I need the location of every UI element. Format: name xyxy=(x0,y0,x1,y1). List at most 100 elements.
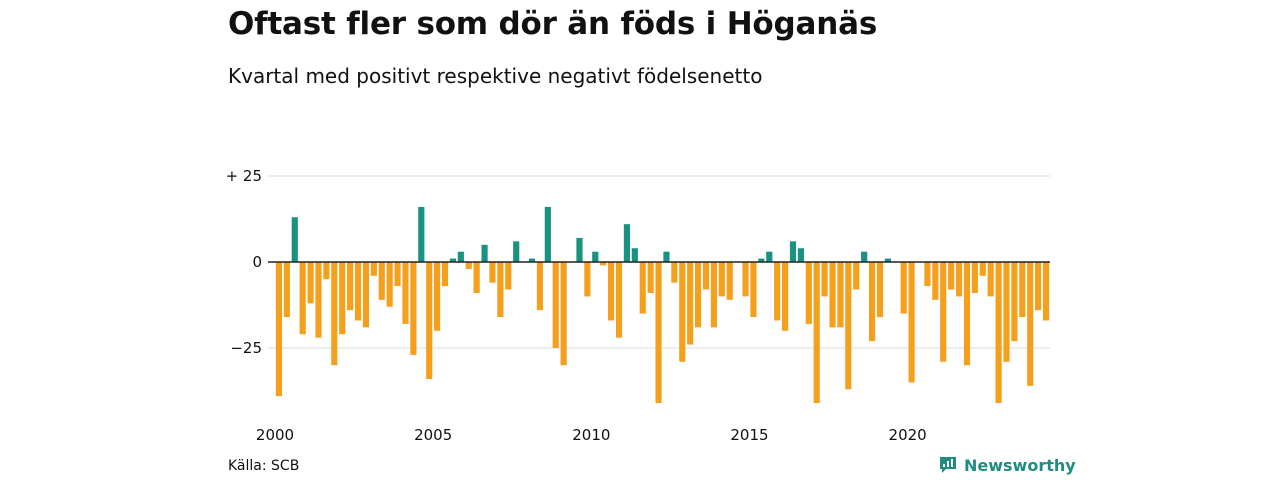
bar-2013Q1 xyxy=(687,262,694,345)
bar-2021Q3 xyxy=(955,262,963,297)
bar-2022Q1 xyxy=(971,262,978,293)
bar-2017Q1 xyxy=(813,262,820,404)
x-axis: 2000 2005 2010 2015 2020 xyxy=(256,426,927,444)
bar-2021Q1 xyxy=(940,262,947,362)
bar-2006Q2 xyxy=(473,262,480,293)
x-tick-label: 2010 xyxy=(572,426,610,444)
brand-name: Newsworthy xyxy=(964,455,1076,475)
bar-2020Q3 xyxy=(924,262,931,287)
bar-2018Q1 xyxy=(845,262,852,390)
bar-2016Q4 xyxy=(805,262,812,324)
bar-2011Q2 xyxy=(631,248,638,262)
y-tick-label: 0 xyxy=(252,253,262,271)
bar-2014Q4 xyxy=(742,262,749,297)
bar-2008Q4 xyxy=(552,262,559,348)
y-tick-label: + 25 xyxy=(226,167,262,185)
bar-2018Q4 xyxy=(868,262,876,342)
bar-2019Q1 xyxy=(876,262,884,318)
bar-2022Q2 xyxy=(979,262,986,276)
bar-2013Q3 xyxy=(702,262,710,290)
bar-2000Q4 xyxy=(299,262,306,335)
bar-2001Q3 xyxy=(323,262,330,280)
bars xyxy=(268,206,1050,404)
newsworthy-logo[interactable]: Newsworthy xyxy=(938,455,1076,475)
bar-2009Q1 xyxy=(560,262,567,366)
bar-2018Q2 xyxy=(853,262,860,290)
bar-2001Q4 xyxy=(331,262,338,366)
bar-2002Q1 xyxy=(339,262,346,335)
bar-2008Q2 xyxy=(536,262,544,311)
bar-2005Q3 xyxy=(449,258,457,262)
bar-2021Q4 xyxy=(963,262,971,366)
bar-2004Q3 xyxy=(418,206,425,262)
bar-2024Q2 xyxy=(1042,262,1050,321)
bar-2018Q3 xyxy=(861,251,868,262)
bar-2004Q1 xyxy=(402,262,409,324)
bar-2015Q2 xyxy=(758,258,765,262)
bar-2004Q4 xyxy=(426,262,433,379)
bar-2012Q3 xyxy=(671,262,678,283)
bar-2019Q4 xyxy=(900,262,907,314)
bar-2024Q1 xyxy=(1035,262,1042,311)
bar-2014Q1 xyxy=(718,262,725,297)
bar-2006Q4 xyxy=(489,262,496,283)
bar-2016Q3 xyxy=(797,248,804,262)
bar-2008Q1 xyxy=(528,258,536,262)
bar-2012Q1 xyxy=(655,262,662,404)
bar-2015Q1 xyxy=(750,262,757,318)
bar-2016Q1 xyxy=(781,262,789,331)
x-tick-label: 2000 xyxy=(256,426,294,444)
bar-2010Q3 xyxy=(608,262,615,321)
bar-2013Q2 xyxy=(695,262,702,328)
bar-2011Q4 xyxy=(647,262,654,293)
bar-2008Q3 xyxy=(544,206,551,262)
bar-2012Q2 xyxy=(663,251,670,262)
bar-2001Q2 xyxy=(315,262,322,338)
bar-2003Q4 xyxy=(394,262,401,287)
y-axis: + 25 0 −25 xyxy=(226,167,262,357)
source-note: Källa: SCB xyxy=(228,458,300,474)
bar-2022Q4 xyxy=(995,262,1002,404)
bar-2011Q1 xyxy=(623,224,630,262)
bar-2000Q3 xyxy=(291,217,298,262)
bar-2013Q4 xyxy=(710,262,717,328)
bar-2023Q1 xyxy=(1003,262,1010,362)
bar-2015Q4 xyxy=(774,262,781,321)
bar-2016Q2 xyxy=(789,241,797,262)
bar-2000Q2 xyxy=(283,262,290,318)
bar-2007Q3 xyxy=(513,241,520,262)
bar-2002Q2 xyxy=(347,262,354,311)
bar-2005Q2 xyxy=(441,262,449,287)
bar-2007Q2 xyxy=(505,262,512,290)
bar-2012Q4 xyxy=(679,262,686,362)
x-tick-label: 2020 xyxy=(889,426,927,444)
bar-2010Q2 xyxy=(600,262,607,266)
bar-2002Q3 xyxy=(354,262,362,321)
x-tick-label: 2005 xyxy=(414,426,452,444)
bar-2009Q3 xyxy=(576,237,583,262)
bar-2023Q4 xyxy=(1027,262,1034,386)
x-tick-label: 2015 xyxy=(730,426,768,444)
bar-2007Q1 xyxy=(497,262,504,318)
bar-2021Q2 xyxy=(948,262,955,290)
bar-2020Q1 xyxy=(908,262,915,383)
bar-2017Q4 xyxy=(837,262,844,328)
chart-title: Oftast fler som dör än föds i Höganäs xyxy=(228,6,878,42)
bar-2000Q1 xyxy=(275,262,283,397)
chart-subtitle: Kvartal med positivt respektive negativt… xyxy=(228,64,763,88)
bar-2009Q4 xyxy=(584,262,591,297)
bar-2003Q1 xyxy=(370,262,377,276)
bar-2002Q4 xyxy=(362,262,370,328)
bar-2010Q4 xyxy=(615,262,623,338)
bar-2017Q2 xyxy=(821,262,828,297)
bar-2003Q3 xyxy=(386,262,393,307)
bar-2006Q3 xyxy=(481,244,488,262)
bar-2017Q3 xyxy=(829,262,836,328)
y-tick-label: −25 xyxy=(230,339,262,357)
bar-2006Q1 xyxy=(465,262,472,269)
bar-2023Q2 xyxy=(1011,262,1018,342)
bar-2003Q2 xyxy=(378,262,385,300)
bar-2020Q4 xyxy=(932,262,939,300)
bar-2005Q4 xyxy=(457,251,464,262)
